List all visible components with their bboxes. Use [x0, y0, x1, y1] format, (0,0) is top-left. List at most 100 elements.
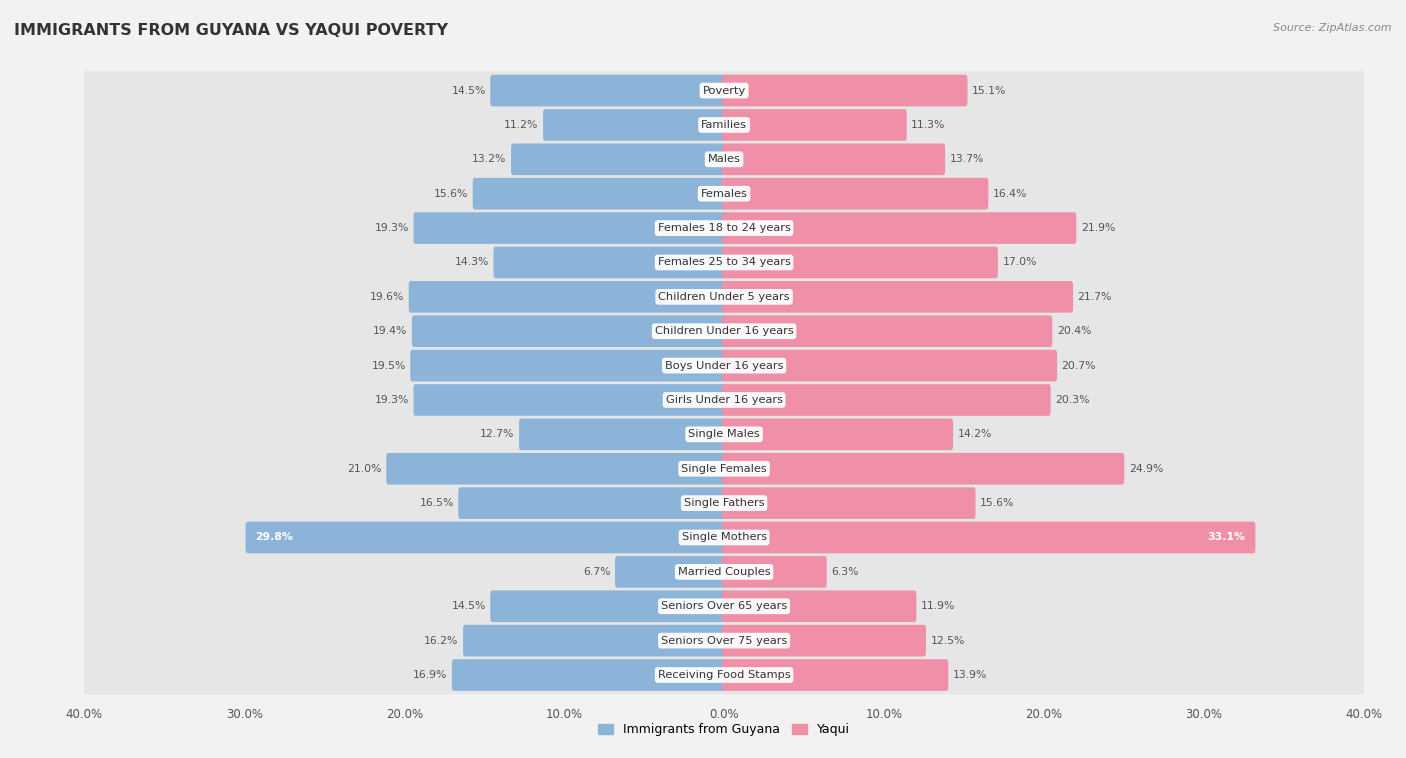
Text: 14.5%: 14.5%: [451, 86, 486, 96]
Text: 6.3%: 6.3%: [831, 567, 859, 577]
Text: Girls Under 16 years: Girls Under 16 years: [665, 395, 783, 405]
FancyBboxPatch shape: [82, 140, 1367, 179]
Text: Seniors Over 75 years: Seniors Over 75 years: [661, 636, 787, 646]
Text: 16.9%: 16.9%: [413, 670, 447, 680]
FancyBboxPatch shape: [723, 281, 1073, 312]
Text: 11.9%: 11.9%: [921, 601, 955, 611]
FancyBboxPatch shape: [82, 71, 1367, 110]
FancyBboxPatch shape: [82, 518, 1367, 556]
FancyBboxPatch shape: [723, 178, 988, 209]
FancyBboxPatch shape: [82, 415, 1367, 453]
Text: 12.5%: 12.5%: [931, 636, 965, 646]
Text: Boys Under 16 years: Boys Under 16 years: [665, 361, 783, 371]
FancyBboxPatch shape: [82, 656, 1367, 694]
Legend: Immigrants from Guyana, Yaqui: Immigrants from Guyana, Yaqui: [593, 719, 855, 741]
Text: Children Under 5 years: Children Under 5 years: [658, 292, 790, 302]
Text: Children Under 16 years: Children Under 16 years: [655, 326, 793, 337]
Text: 19.3%: 19.3%: [374, 395, 409, 405]
Text: 33.1%: 33.1%: [1208, 533, 1246, 543]
Text: 11.3%: 11.3%: [911, 120, 946, 130]
FancyBboxPatch shape: [723, 522, 1256, 553]
Text: 16.2%: 16.2%: [425, 636, 458, 646]
FancyBboxPatch shape: [472, 178, 725, 209]
FancyBboxPatch shape: [82, 105, 1367, 144]
FancyBboxPatch shape: [723, 315, 1052, 347]
FancyBboxPatch shape: [723, 143, 945, 175]
FancyBboxPatch shape: [614, 556, 725, 587]
Text: Seniors Over 65 years: Seniors Over 65 years: [661, 601, 787, 611]
Text: 20.4%: 20.4%: [1057, 326, 1091, 337]
FancyBboxPatch shape: [246, 522, 725, 553]
Text: 21.9%: 21.9%: [1081, 223, 1115, 233]
Text: 14.3%: 14.3%: [454, 258, 489, 268]
Text: 16.4%: 16.4%: [993, 189, 1028, 199]
FancyBboxPatch shape: [723, 625, 927, 656]
FancyBboxPatch shape: [82, 484, 1367, 522]
FancyBboxPatch shape: [723, 453, 1125, 484]
Text: IMMIGRANTS FROM GUYANA VS YAQUI POVERTY: IMMIGRANTS FROM GUYANA VS YAQUI POVERTY: [14, 23, 449, 38]
FancyBboxPatch shape: [82, 209, 1367, 247]
Text: 21.7%: 21.7%: [1077, 292, 1112, 302]
Text: Poverty: Poverty: [703, 86, 745, 96]
Text: 19.5%: 19.5%: [371, 361, 406, 371]
FancyBboxPatch shape: [723, 556, 827, 587]
FancyBboxPatch shape: [723, 75, 967, 106]
FancyBboxPatch shape: [82, 381, 1367, 419]
Text: 14.2%: 14.2%: [957, 429, 993, 440]
Text: 17.0%: 17.0%: [1002, 258, 1036, 268]
Text: Females 18 to 24 years: Females 18 to 24 years: [658, 223, 790, 233]
FancyBboxPatch shape: [494, 246, 725, 278]
Text: 12.7%: 12.7%: [481, 429, 515, 440]
FancyBboxPatch shape: [82, 243, 1367, 282]
Text: 19.4%: 19.4%: [373, 326, 408, 337]
Text: Single Fathers: Single Fathers: [683, 498, 765, 508]
FancyBboxPatch shape: [82, 174, 1367, 213]
FancyBboxPatch shape: [412, 315, 725, 347]
FancyBboxPatch shape: [82, 587, 1367, 625]
Text: 24.9%: 24.9%: [1129, 464, 1163, 474]
FancyBboxPatch shape: [82, 346, 1367, 385]
FancyBboxPatch shape: [491, 590, 725, 622]
Text: 6.7%: 6.7%: [583, 567, 610, 577]
FancyBboxPatch shape: [458, 487, 725, 519]
FancyBboxPatch shape: [723, 246, 998, 278]
FancyBboxPatch shape: [723, 349, 1057, 381]
Text: Married Couples: Married Couples: [678, 567, 770, 577]
Text: Source: ZipAtlas.com: Source: ZipAtlas.com: [1274, 23, 1392, 33]
FancyBboxPatch shape: [82, 622, 1367, 660]
Text: Single Females: Single Females: [682, 464, 766, 474]
FancyBboxPatch shape: [723, 418, 953, 450]
FancyBboxPatch shape: [411, 349, 725, 381]
Text: 15.1%: 15.1%: [972, 86, 1007, 96]
FancyBboxPatch shape: [82, 553, 1367, 591]
Text: 29.8%: 29.8%: [256, 533, 294, 543]
FancyBboxPatch shape: [413, 212, 725, 244]
Text: 13.2%: 13.2%: [472, 155, 506, 164]
Text: 13.7%: 13.7%: [949, 155, 984, 164]
Text: 15.6%: 15.6%: [980, 498, 1014, 508]
Text: 16.5%: 16.5%: [419, 498, 454, 508]
FancyBboxPatch shape: [82, 312, 1367, 350]
Text: 14.5%: 14.5%: [451, 601, 486, 611]
Text: Single Mothers: Single Mothers: [682, 533, 766, 543]
FancyBboxPatch shape: [723, 212, 1076, 244]
Text: 21.0%: 21.0%: [347, 464, 382, 474]
Text: 20.7%: 20.7%: [1062, 361, 1097, 371]
Text: Single Males: Single Males: [688, 429, 761, 440]
Text: Males: Males: [707, 155, 741, 164]
FancyBboxPatch shape: [543, 109, 725, 141]
Text: 11.2%: 11.2%: [505, 120, 538, 130]
FancyBboxPatch shape: [723, 659, 948, 691]
FancyBboxPatch shape: [409, 281, 725, 312]
FancyBboxPatch shape: [723, 384, 1050, 416]
Text: 15.6%: 15.6%: [434, 189, 468, 199]
Text: 19.6%: 19.6%: [370, 292, 405, 302]
FancyBboxPatch shape: [82, 277, 1367, 316]
Text: Females 25 to 34 years: Females 25 to 34 years: [658, 258, 790, 268]
FancyBboxPatch shape: [491, 75, 725, 106]
FancyBboxPatch shape: [519, 418, 725, 450]
FancyBboxPatch shape: [510, 143, 725, 175]
Text: 20.3%: 20.3%: [1054, 395, 1090, 405]
Text: 13.9%: 13.9%: [953, 670, 987, 680]
FancyBboxPatch shape: [723, 590, 917, 622]
